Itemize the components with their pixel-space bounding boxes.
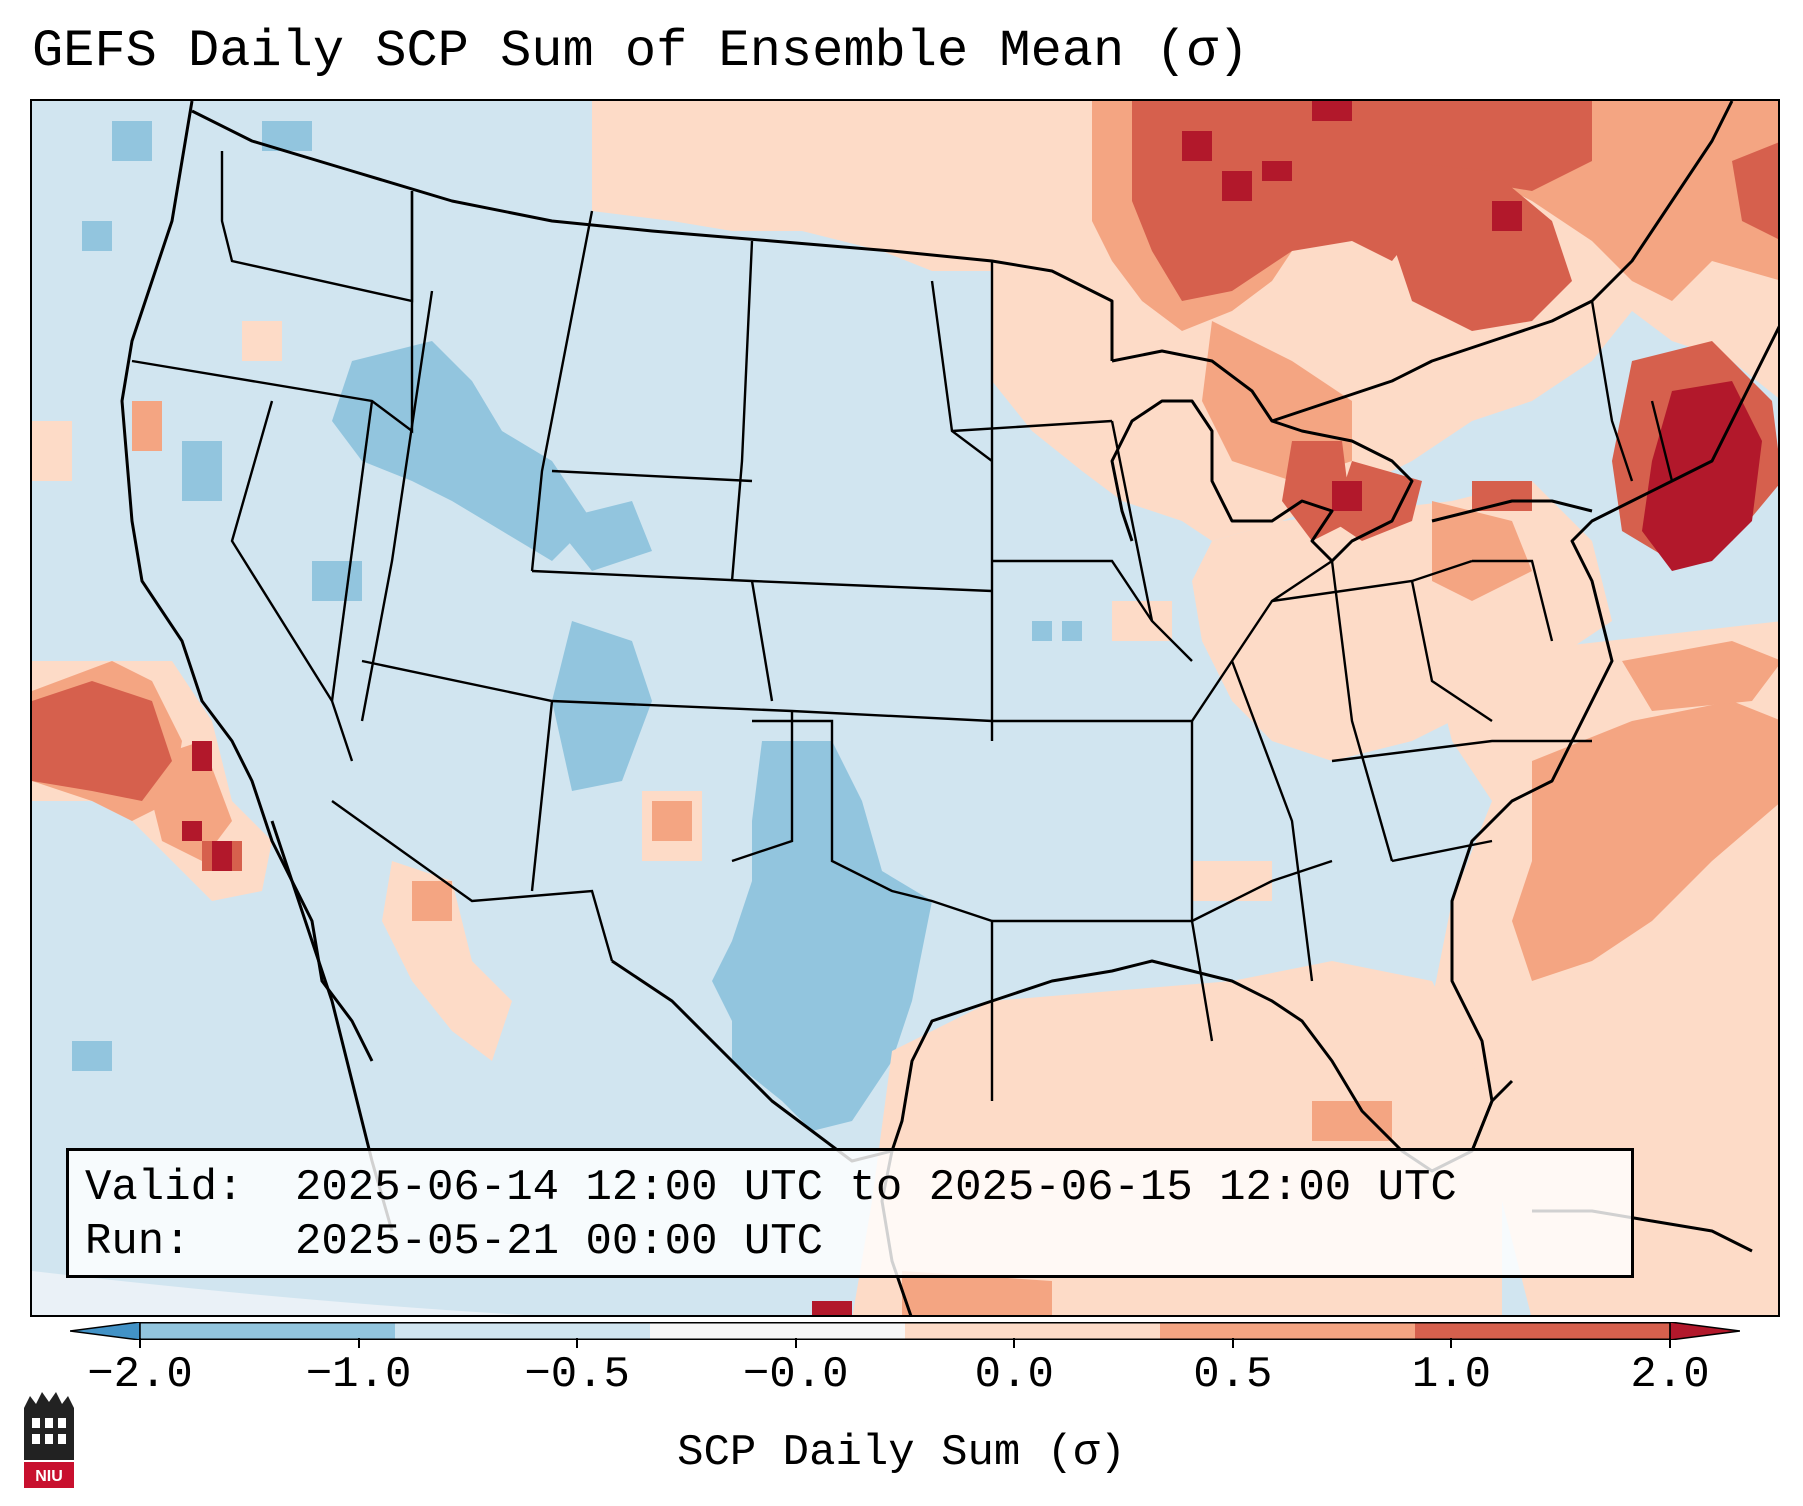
colorbar-segment: [140, 1322, 395, 1340]
colorbar-tick-mark: [576, 1338, 579, 1348]
colorbar-tick-label: −1.0: [305, 1350, 412, 1400]
logo-text: NIU: [35, 1468, 63, 1485]
colorbar-segment: [1160, 1322, 1415, 1340]
colorbar-tick-label: 2.0: [1630, 1350, 1710, 1400]
colorbar-segment: [905, 1322, 1160, 1340]
colorbar-tick-mark: [1231, 1338, 1234, 1348]
colorbar-outline: [139, 1322, 1671, 1340]
colorbar-tick-mark: [139, 1338, 141, 1348]
extreme-positive-areas: [182, 101, 1762, 1315]
colorbar-tick-label: 1.0: [1411, 1350, 1492, 1400]
run-value: 2025-05-21 00:00 UTC: [295, 1217, 824, 1267]
colorbar-label: SCP Daily Sum (σ): [677, 1428, 1126, 1478]
state-borders: [131, 151, 1674, 1101]
colorbar-segment: [1415, 1322, 1670, 1340]
colorbar-extend-low: [70, 1322, 141, 1340]
colorbar-tick-mark: [1450, 1338, 1453, 1348]
negative-anomaly-areas: [72, 121, 1082, 1131]
valid-value: 2025-06-14 12:00 UTC to 2025-06-15 12:00…: [295, 1163, 1457, 1213]
valid-label: Valid:: [85, 1163, 244, 1213]
colorbar-extend-high: [1669, 1322, 1740, 1340]
colorbar-tick-label: −2.0: [87, 1350, 193, 1400]
colorbar-tick-mark: [794, 1338, 797, 1348]
colorbar-tick-label: 0.0: [974, 1350, 1054, 1400]
colorbar-tick-mark: [357, 1338, 360, 1348]
run-label: Run:: [85, 1217, 191, 1267]
map-canvas: [32, 101, 1778, 1315]
validity-info-box: Valid: 2025-06-14 12:00 UTC to 2025-06-15…: [66, 1148, 1634, 1278]
colorbar-tick-mark: [1669, 1338, 1671, 1348]
colorbar-tick-label: 0.5: [1193, 1350, 1273, 1400]
map-panel[interactable]: [30, 99, 1780, 1317]
colorbar-tick-label: −0.0: [742, 1350, 849, 1400]
colorbar-tick-mark: [1013, 1338, 1016, 1348]
colorbar: [70, 1322, 1740, 1340]
niu-logo: NIU: [24, 1392, 74, 1488]
map-title: GEFS Daily SCP Sum of Ensemble Mean (σ): [32, 22, 1249, 81]
colorbar-segment: [650, 1322, 905, 1340]
colorbar-ticks: −2.0 −1.0 −0.5 −0.0 0.0 0.5 1.0 2.0: [0, 1338, 1803, 1410]
colorbar-tick-label: −0.5: [524, 1350, 630, 1400]
colorbar-segment: [395, 1322, 650, 1340]
